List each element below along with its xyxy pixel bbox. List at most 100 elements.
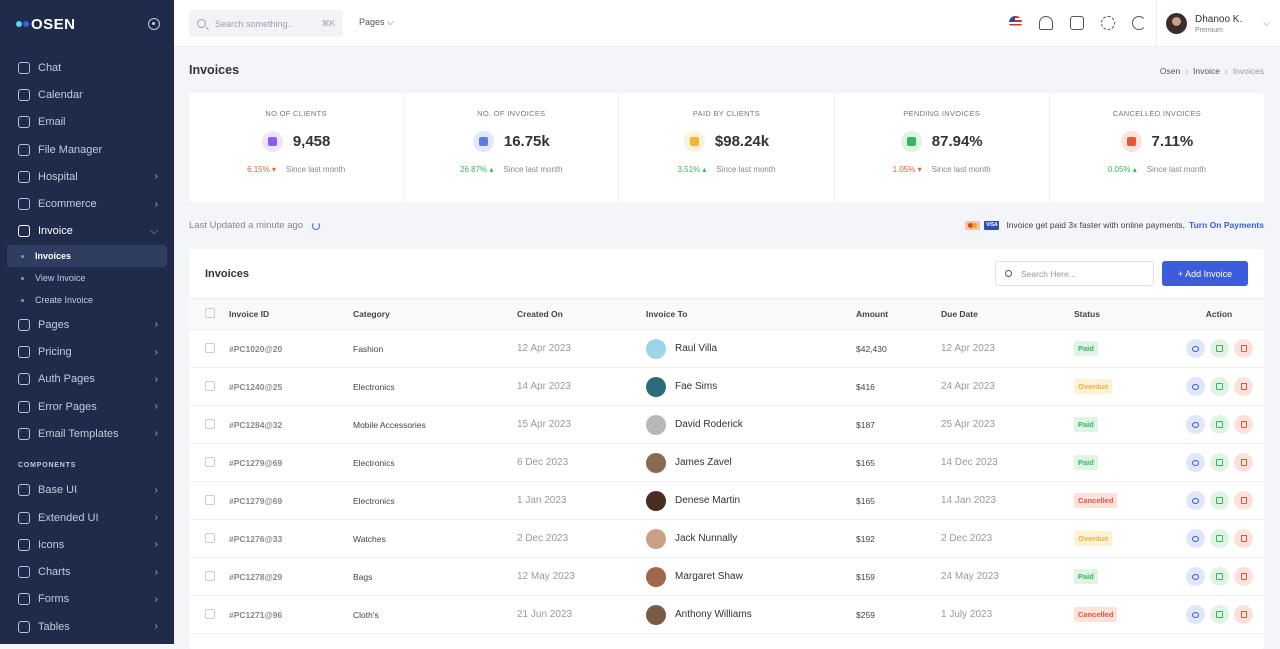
gear-icon[interactable] xyxy=(1101,16,1115,30)
column-header-amount[interactable]: Amount xyxy=(856,298,941,330)
sidebar-item-base-ui[interactable]: Base UI › xyxy=(0,477,174,504)
trash-icon[interactable] xyxy=(1233,529,1253,548)
sidebar-item-chat[interactable]: Chat xyxy=(0,54,174,81)
sidebar-item-file-manager[interactable]: File Manager xyxy=(0,136,174,163)
sidebar-item-hospital[interactable]: Hospital › xyxy=(0,163,174,190)
column-header-invoice-to[interactable]: Invoice To xyxy=(646,298,856,330)
trash-icon[interactable] xyxy=(1233,339,1253,358)
table-row[interactable]: #PC1020@20 Fashion 12 Apr 2023 Raul Villa $4… xyxy=(189,329,1264,368)
add-invoice-button[interactable]: + Add Invoice xyxy=(1162,261,1248,286)
bell-icon[interactable] xyxy=(1039,16,1053,30)
avatar xyxy=(646,452,666,473)
breadcrumb-item-osen[interactable]: Osen xyxy=(1159,66,1181,76)
row-select-cell xyxy=(189,519,229,558)
edit-icon[interactable] xyxy=(1209,339,1229,358)
invoice-category: Electronics xyxy=(353,443,517,482)
apps-grid-icon[interactable] xyxy=(1070,16,1084,30)
edit-icon[interactable] xyxy=(1209,529,1229,548)
eye-icon[interactable] xyxy=(1185,339,1205,358)
sidebar-item-invoice[interactable]: Invoice ⌵ xyxy=(0,218,174,245)
sidebar-item-email-templates[interactable]: Email Templates › xyxy=(0,420,174,447)
eye-icon[interactable] xyxy=(1185,415,1205,434)
edit-icon[interactable] xyxy=(1209,567,1229,586)
submenu-item-invoices[interactable]: Invoices xyxy=(7,245,167,268)
invoice-id[interactable]: #PC1276@33 xyxy=(229,519,353,558)
column-header-status[interactable]: Status xyxy=(1074,298,1174,330)
column-header-category[interactable]: Category xyxy=(353,298,517,330)
table-row[interactable]: #PC1279@69 Electronics 6 Dec 2023 James Zav… xyxy=(189,443,1264,482)
table-row[interactable]: #PC1240@25 Electronics 14 Apr 2023 Fae Sims… xyxy=(189,367,1264,406)
user-menu[interactable]: Dhanoo K. Premium ⌵ xyxy=(1156,0,1280,47)
sidebar-item-forms[interactable]: Forms › xyxy=(0,586,174,613)
trash-icon[interactable] xyxy=(1233,377,1253,396)
sidebar-item-charts[interactable]: Charts › xyxy=(0,558,174,585)
eye-icon[interactable] xyxy=(1185,529,1205,548)
table-row[interactable]: #PC1284@32 Mobile Accessories 15 Apr 2023 D… xyxy=(189,405,1264,444)
us-flag-icon[interactable] xyxy=(1009,16,1022,29)
sidebar-item-email[interactable]: Email xyxy=(0,109,174,136)
trash-icon[interactable] xyxy=(1233,415,1253,434)
invoice-amount: $187 xyxy=(856,405,941,444)
row-checkbox[interactable] xyxy=(205,494,215,505)
turn-on-payments-link[interactable]: Turn On Payments xyxy=(1189,220,1264,230)
eye-icon[interactable] xyxy=(1185,491,1205,510)
invoice-id[interactable]: #PC1271@96 xyxy=(229,595,353,634)
stat-icon-glyph xyxy=(478,137,488,146)
sidebar-item-calendar[interactable]: Calendar xyxy=(0,81,174,108)
trash-icon[interactable] xyxy=(1233,605,1253,624)
invoice-search-placeholder: Search Here... xyxy=(1021,268,1076,279)
invoice-id[interactable]: #PC1278@29 xyxy=(229,557,353,596)
pages-menu[interactable]: Pages ⌵ xyxy=(359,17,394,27)
sidebar-item-ecommerce[interactable]: Ecommerce › xyxy=(0,190,174,217)
moon-icon[interactable] xyxy=(1132,16,1146,30)
invoice-id[interactable]: #PC1284@32 xyxy=(229,405,353,444)
row-checkbox[interactable] xyxy=(205,380,215,391)
invoice-id[interactable]: #PC1279@69 xyxy=(229,481,353,520)
sidebar-toggle-icon[interactable] xyxy=(148,18,160,30)
global-search[interactable]: Search something.. ⌘K xyxy=(189,10,343,37)
select-all-checkbox[interactable] xyxy=(205,308,215,318)
invoice-id[interactable]: #PC1279@69 xyxy=(229,443,353,482)
table-row[interactable]: #PC1278@29 Bags 12 May 2023 Margaret Shaw $1… xyxy=(189,557,1264,596)
row-checkbox[interactable] xyxy=(205,456,215,467)
sidebar-item-tables[interactable]: Tables › xyxy=(0,613,174,640)
trash-icon[interactable] xyxy=(1233,453,1253,472)
column-header-due-date[interactable]: Due Date xyxy=(941,298,1074,330)
logo[interactable]: OSEN xyxy=(0,0,174,48)
refresh-icon[interactable] xyxy=(312,221,321,230)
table-row[interactable]: #PC1279@69 Electronics 1 Jan 2023 Denese Ma… xyxy=(189,481,1264,520)
sidebar-item-extended-ui[interactable]: Extended UI › xyxy=(0,504,174,531)
edit-icon[interactable] xyxy=(1209,377,1229,396)
column-header-created-on[interactable]: Created On xyxy=(517,298,646,330)
eye-icon[interactable] xyxy=(1185,605,1205,624)
sidebar-item-icons[interactable]: Icons › xyxy=(0,531,174,558)
invoice-search-input[interactable]: Search Here... xyxy=(995,261,1154,286)
row-checkbox[interactable] xyxy=(205,532,215,543)
edit-icon[interactable] xyxy=(1209,491,1229,510)
sidebar-item-error-pages[interactable]: Error Pages › xyxy=(0,393,174,420)
submenu-item-create-invoice[interactable]: Create Invoice xyxy=(7,289,167,311)
breadcrumb-item-invoice[interactable]: Invoice xyxy=(1193,66,1220,76)
table-row[interactable]: #PC1276@33 Watches 2 Dec 2023 Jack Nunnally… xyxy=(189,519,1264,558)
row-checkbox[interactable] xyxy=(205,570,215,581)
invoice-id[interactable]: #PC1020@20 xyxy=(229,329,353,368)
trash-icon[interactable] xyxy=(1233,567,1253,586)
invoice-id[interactable]: #PC1240@25 xyxy=(229,367,353,406)
row-checkbox[interactable] xyxy=(205,342,215,353)
row-checkbox[interactable] xyxy=(205,608,215,619)
table-row[interactable]: #PC1271@96 Cloth's 21 Jun 2023 Anthony Will… xyxy=(189,595,1264,634)
sidebar-item-pricing[interactable]: Pricing › xyxy=(0,338,174,365)
sidebar-item-auth-pages[interactable]: Auth Pages › xyxy=(0,366,174,393)
trash-icon[interactable] xyxy=(1233,491,1253,510)
submenu-item-view-invoice[interactable]: View Invoice xyxy=(7,267,167,289)
edit-icon[interactable] xyxy=(1209,453,1229,472)
eye-icon[interactable] xyxy=(1185,377,1205,396)
eye-icon[interactable] xyxy=(1185,567,1205,586)
row-checkbox[interactable] xyxy=(205,418,215,429)
sidebar-item-pages[interactable]: Pages › xyxy=(0,311,174,338)
edit-icon[interactable] xyxy=(1209,415,1229,434)
edit-icon[interactable] xyxy=(1209,605,1229,624)
column-header-invoice-id[interactable]: Invoice ID xyxy=(229,298,353,330)
eye-icon[interactable] xyxy=(1185,453,1205,472)
invoice-to-cell: Margaret Shaw xyxy=(646,557,856,596)
